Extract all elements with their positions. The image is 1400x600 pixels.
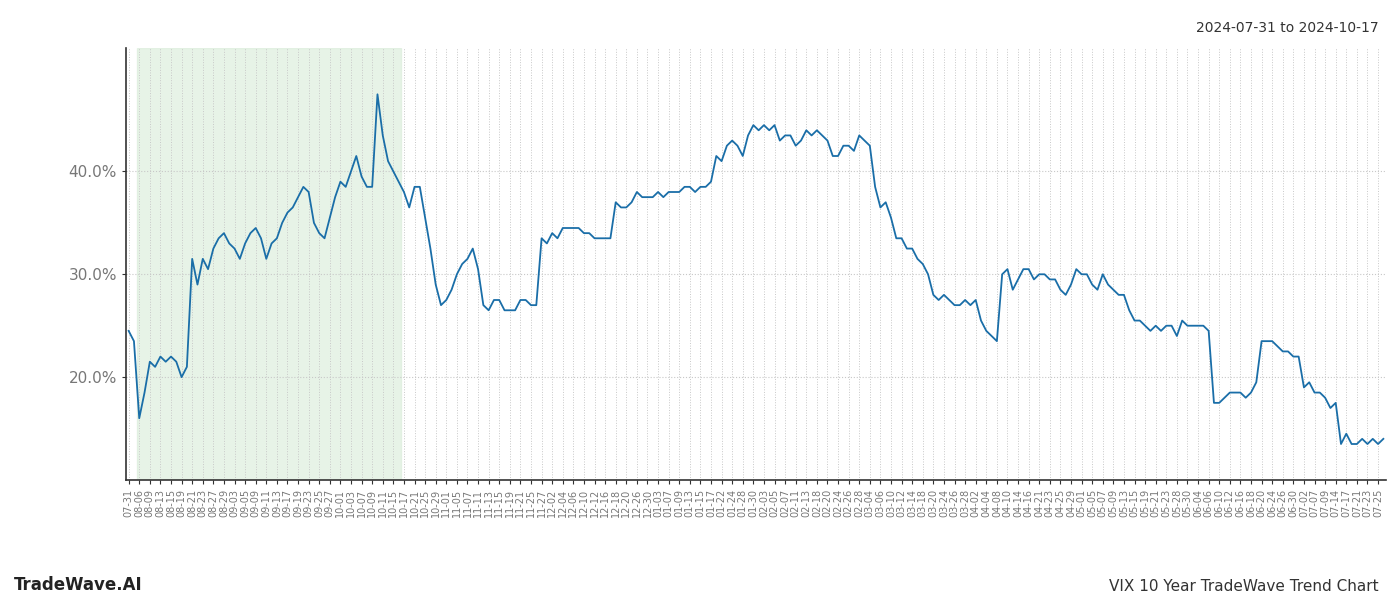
Text: VIX 10 Year TradeWave Trend Chart: VIX 10 Year TradeWave Trend Chart xyxy=(1109,579,1379,594)
Text: 2024-07-31 to 2024-10-17: 2024-07-31 to 2024-10-17 xyxy=(1197,21,1379,35)
Text: TradeWave.AI: TradeWave.AI xyxy=(14,576,143,594)
Bar xyxy=(137,48,402,480)
